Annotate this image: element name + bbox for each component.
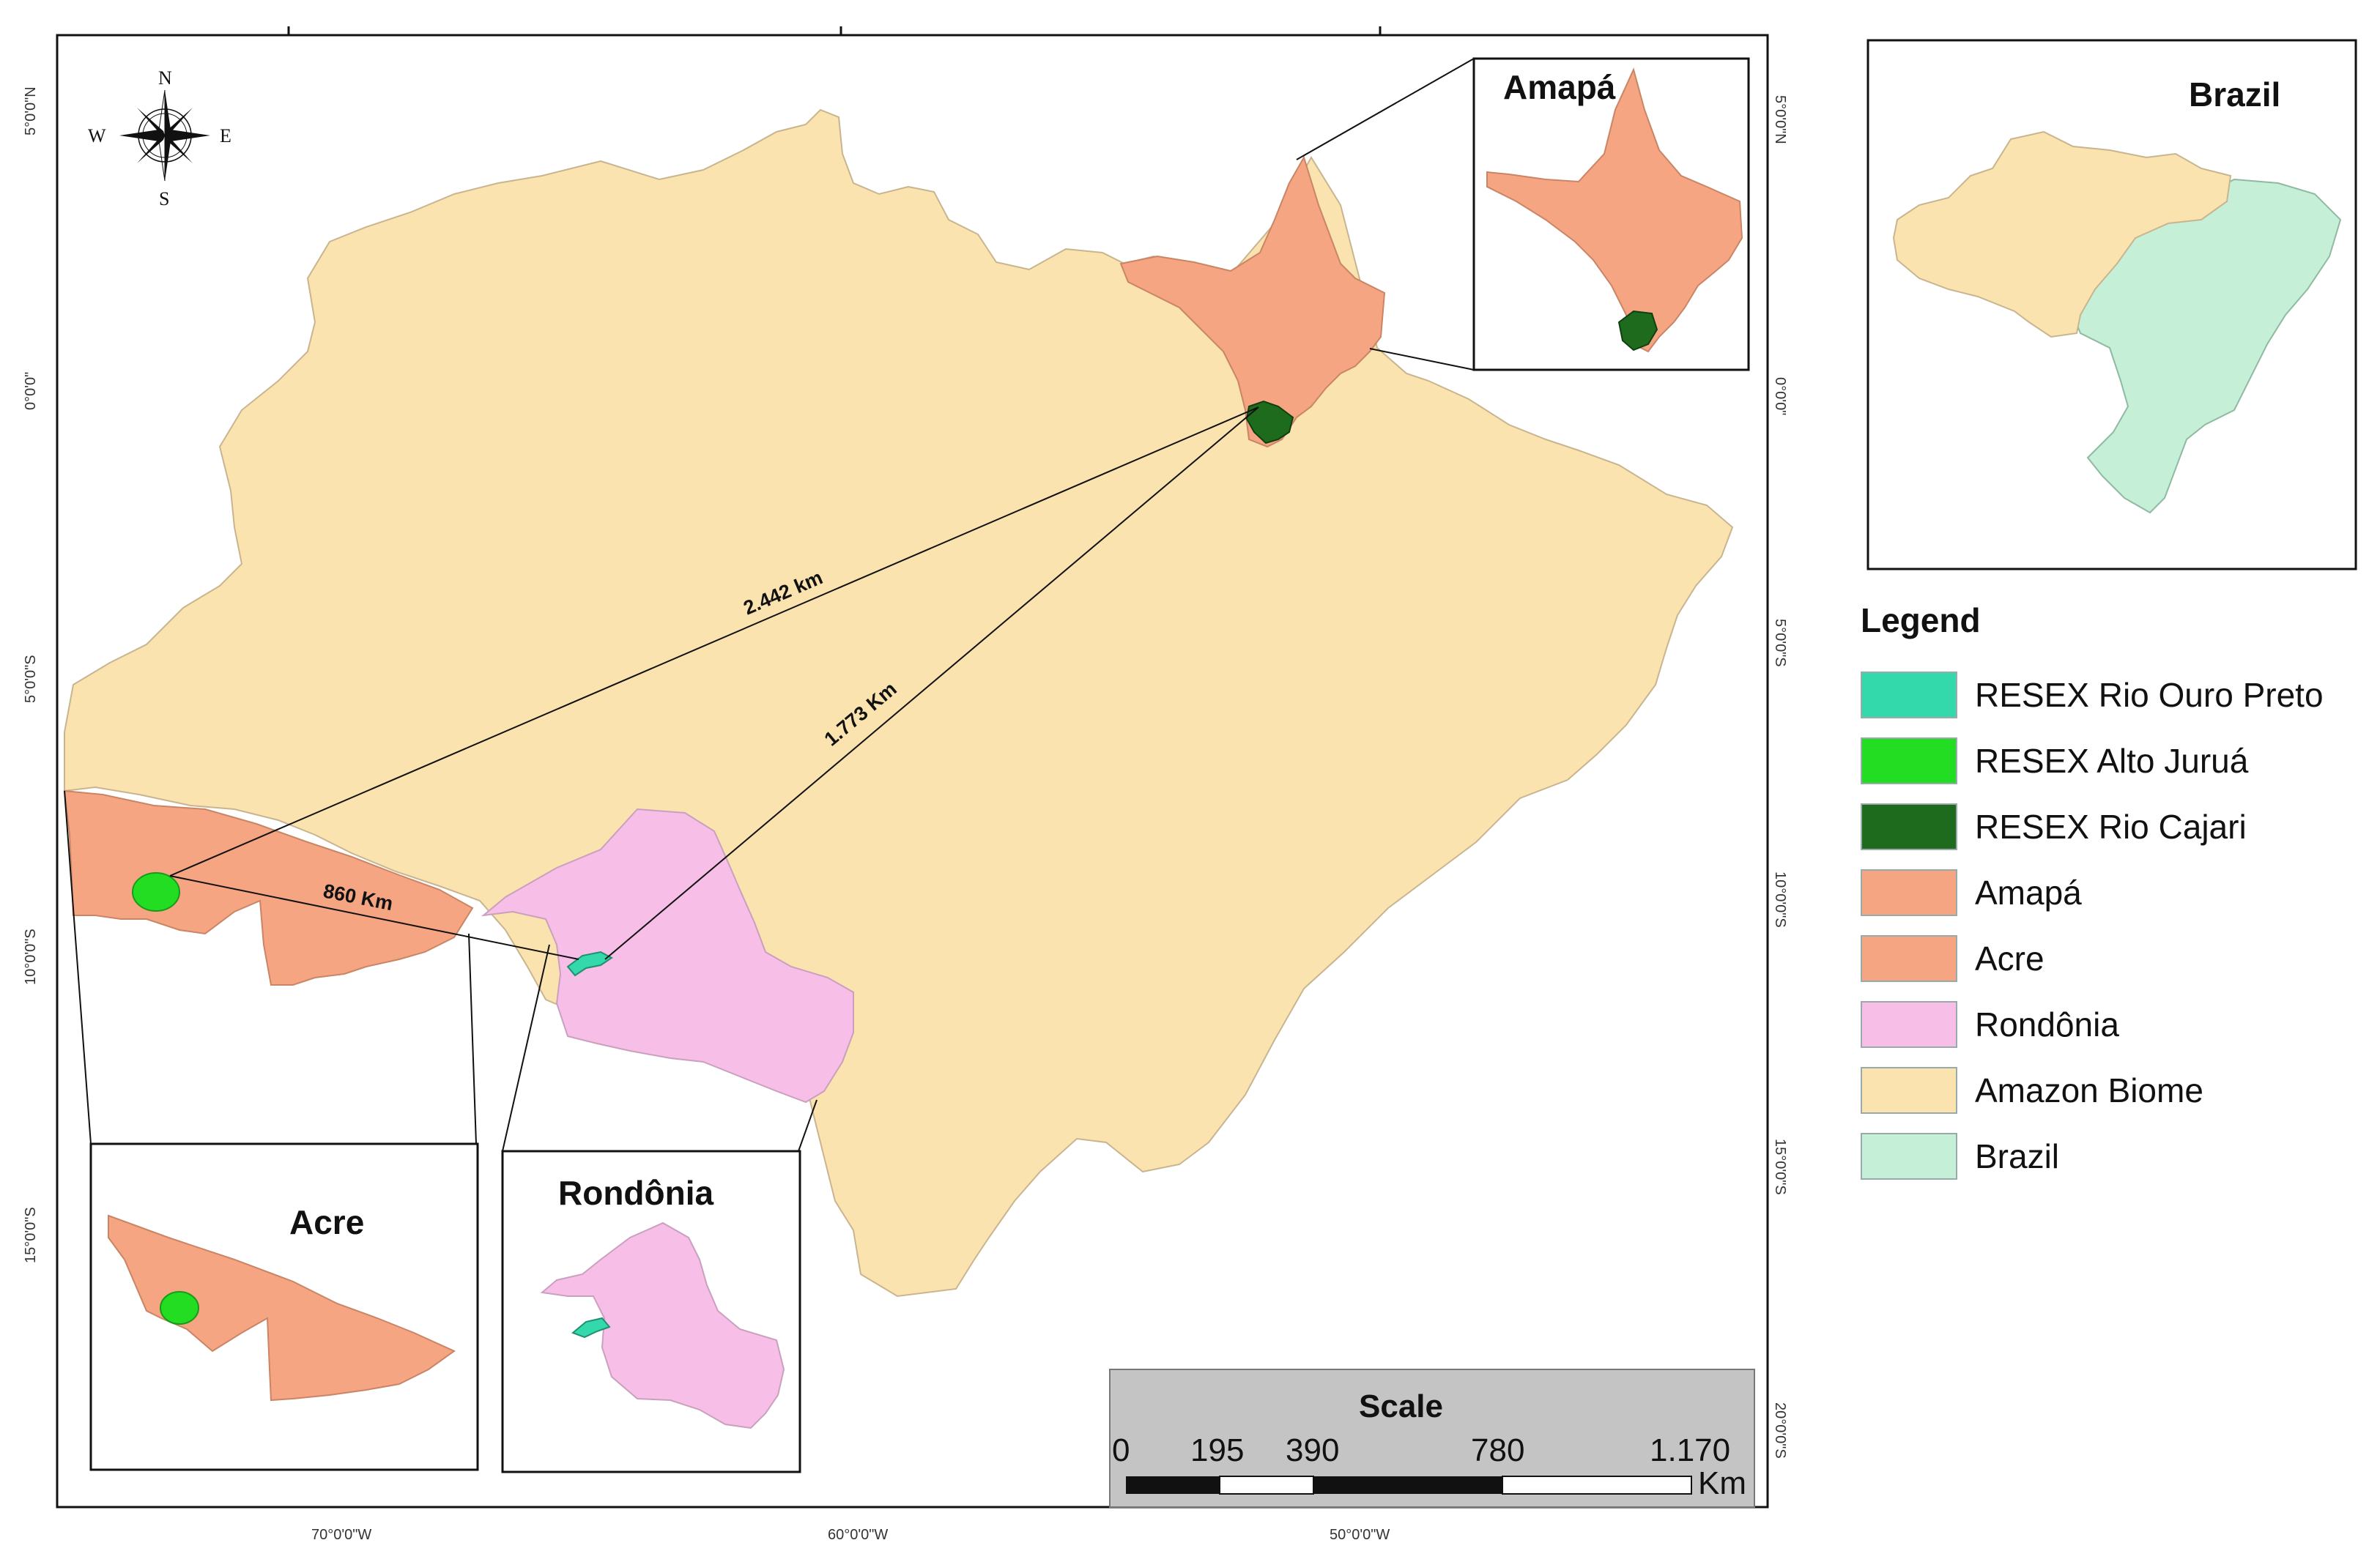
lat-label-right: 0°0'0" xyxy=(1772,377,1788,415)
lat-label-right: 5°0'0"N xyxy=(1772,95,1788,144)
legend-item: Amapá xyxy=(1861,860,2373,926)
scale-unit: Km xyxy=(1698,1465,1746,1501)
legend-swatch xyxy=(1861,737,1957,784)
legend-label: RESEX Rio Ouro Preto xyxy=(1975,676,2324,714)
lat-label-left: 15°0'0"S xyxy=(23,1207,39,1263)
resex-rio-cajari-inset xyxy=(1617,310,1658,352)
lat-label-right: 10°0'0"S xyxy=(1772,871,1788,928)
legend-item: Amazon Biome xyxy=(1861,1057,2373,1123)
resex-alto-jurua-main xyxy=(132,872,180,912)
compass-rose: N S E W xyxy=(88,67,231,209)
compass-east: E xyxy=(220,125,231,146)
legend-swatch xyxy=(1861,672,1957,718)
inset-connectors xyxy=(64,58,1475,1152)
resex-rio-cajari-main xyxy=(1245,400,1294,445)
legend-swatch xyxy=(1861,869,1957,916)
rondonia-inset: Rondônia xyxy=(501,1150,801,1473)
legend-swatch xyxy=(1861,1001,1957,1048)
legend-item: RESEX Rio Ouro Preto xyxy=(1861,662,2373,728)
scale-tick-label: 1.170 xyxy=(1650,1432,1730,1468)
lon-label-bottom: 50°0'0"W xyxy=(1330,1527,1390,1543)
lat-label-left: 0°0'0" xyxy=(23,372,39,410)
acre-state xyxy=(63,789,474,986)
scale-tick-label: 780 xyxy=(1471,1432,1524,1468)
lon-label-bottom: 60°0'0"W xyxy=(828,1527,888,1543)
legend-item: Rondônia xyxy=(1861,992,2373,1057)
scale-title: Scale xyxy=(1359,1388,1443,1424)
legend-title: Legend xyxy=(1861,601,1981,639)
legend-swatch xyxy=(1861,1067,1957,1114)
legend-item: RESEX Alto Juruá xyxy=(1861,728,2373,794)
brazil-inset: Brazil xyxy=(1866,39,2357,570)
lon-label-bottom: 70°0'0"W xyxy=(311,1527,371,1543)
lat-label-left: 5°0'0"N xyxy=(23,86,39,135)
resex-ouro-preto-main xyxy=(566,951,613,977)
legend-item: RESEX Rio Cajari xyxy=(1861,794,2373,860)
resex-ouro-preto-inset xyxy=(571,1317,611,1339)
legend-label: RESEX Alto Juruá xyxy=(1975,742,2249,780)
scale-tick-label: 0 xyxy=(1112,1432,1130,1468)
legend-list: RESEX Rio Ouro Preto RESEX Alto Juruá RESE… xyxy=(1861,662,2373,1189)
grid-labels: 5°0'0"N 0°0'0" 5°0'0"S 10°0'0"S 15°0'0"S… xyxy=(23,86,1788,1543)
legend-label: RESEX Rio Cajari xyxy=(1975,808,2247,846)
brazil-inset-title: Brazil xyxy=(2189,75,2280,114)
acre-inset: Acre xyxy=(89,1142,479,1471)
lat-label-left: 10°0'0"S xyxy=(23,929,39,985)
legend-swatch xyxy=(1861,935,1957,982)
scale-tick-label: 390 xyxy=(1286,1432,1339,1468)
legend-label: Rondônia xyxy=(1975,1005,2119,1044)
acre-inset-title: Acre xyxy=(289,1203,364,1241)
lat-label-right: 20°0'0"S xyxy=(1772,1402,1788,1459)
legend-label: Brazil xyxy=(1975,1137,2060,1175)
scale-tick-label: 195 xyxy=(1190,1432,1244,1468)
compass-south: S xyxy=(159,188,169,209)
legend-item: Acre xyxy=(1861,926,2373,992)
lat-label-right: 15°0'0"S xyxy=(1772,1139,1788,1195)
amapa-inset-title: Amapá xyxy=(1503,68,1616,106)
distance-lines xyxy=(169,406,1259,960)
compass-west: W xyxy=(88,125,106,146)
legend-label: Amazon Biome xyxy=(1975,1071,2203,1109)
legend-swatch xyxy=(1861,803,1957,850)
legend-label: Amapá xyxy=(1975,874,2082,912)
rondonia-inset-title: Rondônia xyxy=(558,1174,713,1212)
legend-panel: Legend RESEX Rio Ouro Preto RESEX Alto Ju… xyxy=(1861,600,2373,1189)
compass-north: N xyxy=(158,67,172,89)
lat-label-right: 5°0'0"S xyxy=(1772,619,1788,667)
legend-swatch xyxy=(1861,1133,1957,1180)
scale-bar: Scale 0 195 390 780 1.170 Km xyxy=(1109,1369,1755,1508)
lat-label-left: 5°0'0"S xyxy=(23,655,39,703)
amapa-inset: Amapá xyxy=(1472,57,1750,371)
resex-alto-jurua-inset xyxy=(160,1291,199,1325)
legend-label: Acre xyxy=(1975,940,2044,978)
amapa-state xyxy=(1119,155,1386,448)
rondonia-state xyxy=(481,808,854,1104)
top-grid-ticks xyxy=(287,26,1382,35)
legend-item: Brazil xyxy=(1861,1123,2373,1189)
